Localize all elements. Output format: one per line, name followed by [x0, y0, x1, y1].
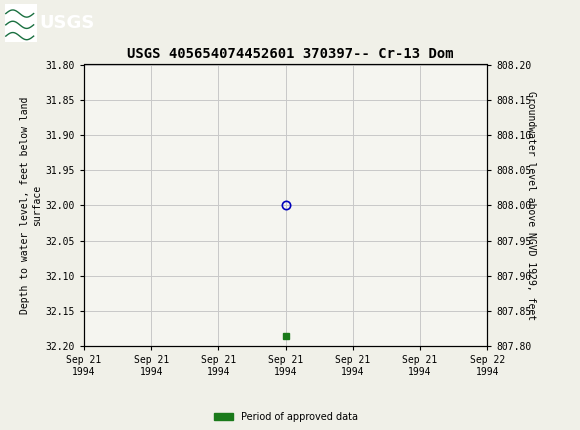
Y-axis label: Depth to water level, feet below land
surface: Depth to water level, feet below land su… [20, 97, 42, 314]
Bar [6, 6, 35, 40]
Legend: Period of approved data: Period of approved data [209, 408, 362, 426]
Text: USGS: USGS [39, 14, 95, 31]
Text: USGS 405654074452601 370397-- Cr-13 Dom: USGS 405654074452601 370397-- Cr-13 Dom [126, 47, 454, 61]
Y-axis label: Groundwater level above NGVD 1929, feet: Groundwater level above NGVD 1929, feet [525, 91, 536, 320]
FancyBboxPatch shape [5, 3, 37, 42]
